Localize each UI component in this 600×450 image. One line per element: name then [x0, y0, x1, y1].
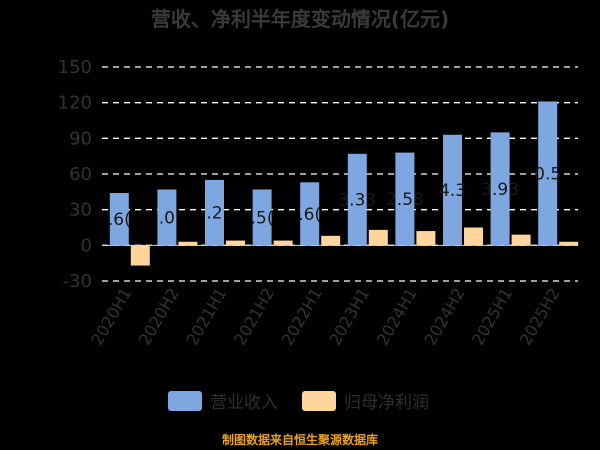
y-tick-label: 120	[58, 93, 92, 114]
data-label: 3.33	[338, 191, 376, 211]
revenue-bar	[538, 101, 558, 246]
net-profit-bar	[130, 245, 150, 266]
x-tick-label: 2021H2	[230, 285, 278, 349]
revenue-bar	[109, 193, 129, 246]
net-profit-bar	[368, 229, 388, 246]
data-label: 2.58	[386, 190, 424, 210]
legend-revenue-label: 营业收入	[210, 393, 278, 413]
data-label: .6(	[108, 210, 131, 230]
y-tick-label: 30	[69, 200, 92, 221]
data-label: 0.5	[534, 164, 561, 184]
data-label: .0	[159, 208, 175, 228]
revenue-bar	[490, 132, 510, 246]
y-tick-label: 150	[58, 57, 92, 78]
x-tick-label: 2024H2	[421, 285, 469, 349]
x-tick-label: 2023H1	[325, 285, 373, 349]
legend-revenue-swatch	[168, 391, 202, 411]
revenue-bar	[252, 189, 272, 246]
x-tick-label: 2025H1	[468, 285, 516, 349]
x-tick-label: 2020H2	[135, 285, 183, 349]
revenue-bar	[347, 153, 367, 246]
data-label: .2	[206, 204, 222, 224]
revenue-bar	[205, 179, 224, 246]
y-tick-label: 0	[81, 235, 92, 256]
legend-net-profit-swatch	[302, 391, 336, 411]
net-profit-bar	[178, 241, 198, 246]
data-label: .5(	[251, 208, 274, 228]
x-tick-label: 2022H1	[278, 285, 326, 349]
source-note: 制图数据来自恒生聚源数据库	[222, 432, 378, 447]
x-tick-label: 2025H2	[516, 285, 564, 349]
x-axis-ticks: 2020H1 2020H2 2021H1 2021H2 2022H1 2023H1 2024…	[87, 285, 563, 349]
y-tick-label: -30	[63, 271, 92, 292]
net-profit-bar	[321, 235, 341, 246]
revenue-bar	[157, 189, 177, 246]
net-profit-bar	[511, 234, 531, 246]
x-tick-label: 2024H1	[373, 285, 421, 349]
chart-title: 营收、净利半年度变动情况(亿元)	[151, 7, 449, 31]
legend: 营业收入 归母净利润	[168, 391, 429, 413]
data-labels: .6( .0 .2 .5( .6( 3.33 2.58 4.3 3.93 0.5	[108, 164, 561, 230]
data-label: 3.93	[481, 180, 519, 200]
y-axis-ticks: 150 120 90 60 30 0 -30	[58, 57, 92, 292]
bars	[109, 101, 579, 266]
y-tick-label: 60	[69, 164, 92, 185]
net-profit-bar	[226, 240, 245, 246]
legend-net-profit-label: 归母净利润	[344, 393, 429, 413]
revenue-bar	[395, 152, 415, 246]
y-tick-label: 90	[69, 128, 92, 149]
data-label: 4.3	[439, 181, 466, 201]
x-tick-label: 2021H1	[183, 285, 231, 349]
net-profit-bar	[273, 240, 293, 246]
x-tick-label: 2020H1	[87, 285, 135, 349]
net-profit-bar	[416, 231, 436, 246]
net-profit-bar	[464, 227, 483, 246]
revenue-bar	[443, 134, 462, 246]
revenue-bar	[300, 182, 320, 246]
data-label: .6(	[298, 205, 321, 225]
net-profit-bar	[559, 241, 579, 246]
